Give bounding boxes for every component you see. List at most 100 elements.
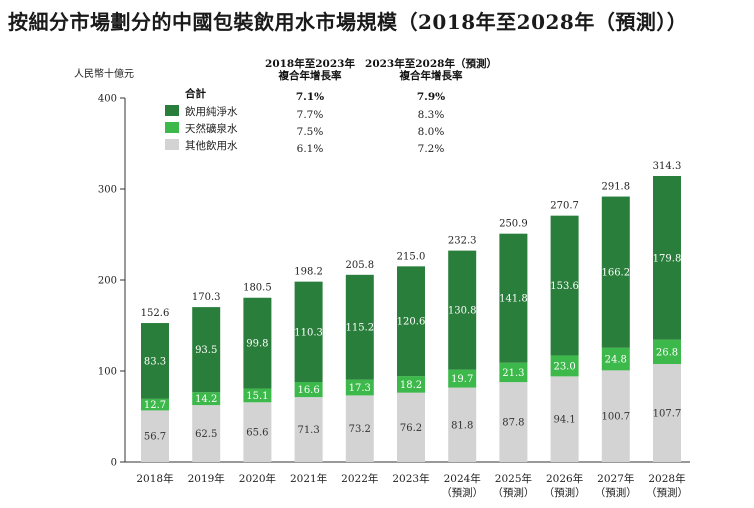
bar-segment <box>397 392 425 462</box>
cagr-value: 8.3% <box>418 109 445 121</box>
cagr-column-header: 2023年至2028年（預測） <box>365 57 497 70</box>
segment-value-label: 14.2 <box>195 394 217 405</box>
x-category-label: 2026年 <box>546 472 583 485</box>
segment-value-label: 130.8 <box>448 306 477 317</box>
segment-value-label: 141.8 <box>499 294 528 305</box>
bar-total-label: 198.2 <box>294 267 323 278</box>
bar-segment <box>243 388 272 403</box>
bar-segment <box>192 392 221 406</box>
bar-segment <box>550 355 579 377</box>
segment-value-label: 93.5 <box>195 345 217 356</box>
bar-segment <box>653 175 681 340</box>
y-tick-label: 100 <box>98 367 117 378</box>
bar-segment <box>141 410 169 462</box>
segment-value-label: 24.8 <box>605 355 627 366</box>
segment-value-label: 71.3 <box>297 425 319 436</box>
segment-value-label: 115.2 <box>345 323 374 334</box>
cagr-column-header: 複合年增長率 <box>278 69 342 82</box>
bar-segment <box>397 266 425 377</box>
bar-total-label: 270.7 <box>550 201 579 212</box>
bar-segment <box>448 250 477 370</box>
x-category-label: 2019年 <box>188 472 225 485</box>
segment-value-label: 26.8 <box>656 347 678 358</box>
x-category-label: 2021年 <box>290 472 327 485</box>
x-category-label: 2025年 <box>495 472 532 485</box>
bar-segment <box>397 376 425 393</box>
bar-segment <box>345 395 374 462</box>
cagr-value: 7.7% <box>297 109 324 121</box>
segment-value-label: 166.2 <box>601 268 630 279</box>
legend-label: 其他飲用水 <box>185 139 238 152</box>
bar-total-label: 152.6 <box>141 308 170 319</box>
bar-segment <box>243 297 272 389</box>
y-tick-label: 400 <box>98 94 117 105</box>
bar-total-label: 314.3 <box>653 161 682 172</box>
bar-segment <box>192 405 221 462</box>
bar-segment <box>601 196 630 348</box>
segment-value-label: 76.2 <box>400 423 422 434</box>
bar-total-label: 215.0 <box>397 251 426 262</box>
bar-total-label: 232.3 <box>448 236 477 247</box>
segment-value-label: 153.6 <box>550 281 579 292</box>
legend-label: 天然礦泉水 <box>185 122 238 135</box>
bar-segment <box>550 215 579 356</box>
bar-segment <box>243 402 272 462</box>
chart-title: 按細分市場劃分的中國包裝飲用水市場規模（2018年至2028年（預測）） <box>8 10 688 34</box>
segment-value-label: 179.8 <box>653 253 682 264</box>
cagr-value: 8.0% <box>418 126 445 138</box>
y-tick-label: 300 <box>98 185 117 196</box>
x-category-label: （預測） <box>441 486 483 499</box>
bar-total-label: 250.9 <box>499 219 528 230</box>
x-category-label: 2023年 <box>392 472 429 485</box>
segment-value-label: 12.7 <box>144 400 166 411</box>
segment-value-label: 73.2 <box>349 424 371 435</box>
bar-segment <box>141 398 169 411</box>
segment-value-label: 83.3 <box>144 356 166 367</box>
legend-swatch <box>165 139 179 150</box>
bar-segment <box>294 382 323 398</box>
legend-total-label: 合計 <box>184 87 206 100</box>
bar-segment <box>141 323 169 399</box>
bar-segment <box>499 362 528 383</box>
segment-value-label: 81.8 <box>451 420 473 431</box>
cagr-value: 7.9% <box>417 91 445 103</box>
bar-total-label: 180.5 <box>243 283 272 294</box>
bar-total-label: 291.8 <box>601 182 630 193</box>
cagr-value: 6.1% <box>297 143 324 155</box>
x-category-label: 2018年 <box>136 472 173 485</box>
segment-value-label: 87.8 <box>502 418 524 429</box>
bar-segment <box>653 339 681 364</box>
segment-value-label: 99.8 <box>246 339 268 350</box>
bar-segment <box>499 382 528 462</box>
segment-value-label: 17.3 <box>349 383 371 394</box>
legend-swatch <box>165 122 179 133</box>
bar-segment <box>448 369 477 388</box>
segment-value-label: 15.1 <box>246 391 268 402</box>
y-tick-label: 200 <box>98 276 117 287</box>
x-category-label: 2027年 <box>597 472 634 485</box>
segment-value-label: 62.5 <box>195 429 217 440</box>
segment-value-label: 94.1 <box>553 415 575 426</box>
segment-value-label: 107.7 <box>653 408 682 419</box>
bar-segment <box>653 363 681 462</box>
bar-segment <box>550 376 579 462</box>
bar-segment <box>192 307 221 393</box>
x-category-label: 2022年 <box>341 472 378 485</box>
segment-value-label: 23.0 <box>553 361 575 372</box>
bar-segment <box>499 233 528 363</box>
bar-segment <box>294 281 323 383</box>
x-category-label: （預測） <box>646 486 688 499</box>
segment-value-label: 120.6 <box>397 317 426 328</box>
x-category-label: 2024年 <box>444 472 481 485</box>
y-tick-label: 0 <box>111 458 117 469</box>
cagr-column-header: 複合年增長率 <box>399 69 463 82</box>
segment-value-label: 21.3 <box>502 368 524 379</box>
segment-value-label: 19.7 <box>451 374 473 385</box>
x-category-label: 2020年 <box>239 472 276 485</box>
legend-label: 飲用純淨水 <box>185 105 238 118</box>
segment-value-label: 110.3 <box>294 327 323 338</box>
bar-segment <box>345 379 374 396</box>
y-axis-unit-label: 人民幣十億元 <box>74 67 134 80</box>
bar-total-label: 170.3 <box>192 292 221 303</box>
